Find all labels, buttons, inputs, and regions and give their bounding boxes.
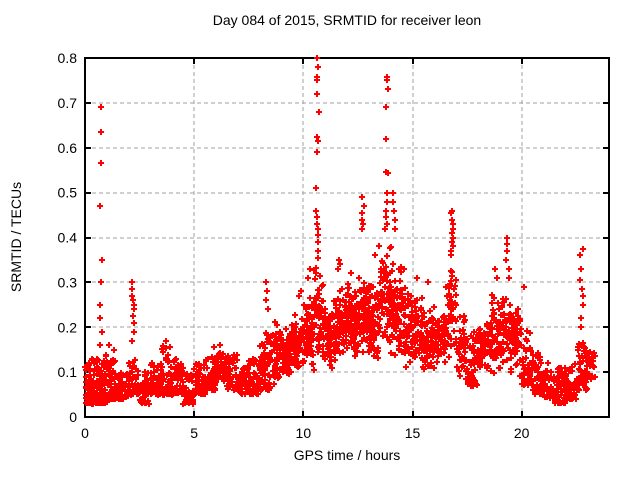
y-tick-label: 0.5	[58, 185, 78, 201]
x-tick-label: 0	[81, 425, 89, 441]
y-tick-label: 0.2	[58, 319, 78, 335]
x-tick-label: 5	[190, 425, 198, 441]
x-tick-label: 20	[514, 425, 530, 441]
chart-title: Day 084 of 2015, SRMTID for receiver leo…	[212, 12, 482, 28]
y-tick-label: 0.8	[58, 50, 78, 66]
x-tick-label: 10	[296, 425, 312, 441]
y-tick-label: 0.4	[58, 230, 78, 246]
y-tick-label: 0	[69, 409, 77, 425]
x-tick-label: 15	[405, 425, 421, 441]
y-tick-label: 0.1	[58, 364, 78, 380]
scatter-points	[82, 55, 598, 407]
y-tick-label: 0.3	[58, 274, 78, 290]
y-tick-label: 0.7	[58, 95, 78, 111]
y-tick-label: 0.6	[58, 140, 78, 156]
x-axis-label: GPS time / hours	[293, 447, 401, 463]
